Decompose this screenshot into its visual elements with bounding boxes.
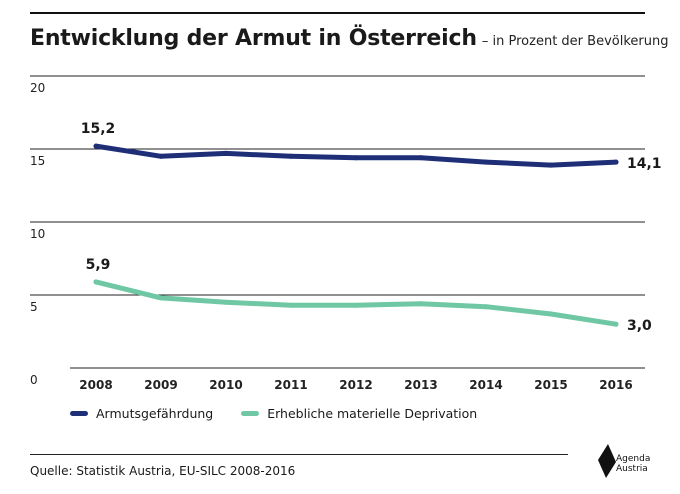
bottom-rule xyxy=(30,454,568,455)
data-point-series-1 xyxy=(93,143,99,149)
logo-mark xyxy=(598,444,616,478)
legend-swatch-series-1 xyxy=(70,411,88,416)
data-point-series-1 xyxy=(483,159,489,165)
data-label-series-2: 5,9 xyxy=(86,257,111,273)
y-tick-label: 20 xyxy=(30,81,45,95)
y-tick-label: 0 xyxy=(30,373,38,387)
data-point-series-2 xyxy=(483,304,489,310)
source-note: Quelle: Statistik Austria, EU-SILC 2008-… xyxy=(30,464,296,478)
data-point-series-2 xyxy=(418,301,424,307)
legend: Armutsgefährdung Erhebliche materielle D… xyxy=(70,406,477,421)
data-point-series-2 xyxy=(613,321,619,327)
data-point-series-1 xyxy=(223,150,229,156)
top-rule xyxy=(30,12,645,14)
data-point-series-2 xyxy=(548,311,554,317)
legend-label-series-2: Erhebliche materielle Deprivation xyxy=(267,406,478,421)
legend-item-deprivation: Erhebliche materielle Deprivation xyxy=(241,406,477,421)
data-label-series-1: 15,2 xyxy=(81,121,116,137)
x-tick-label: 2009 xyxy=(144,378,177,392)
logo-text: Agenda Austria xyxy=(616,454,650,474)
y-tick-label: 10 xyxy=(30,227,45,241)
chart-subtitle: – in Prozent der Bevölkerung xyxy=(481,34,669,49)
x-tick-label: 2008 xyxy=(79,378,112,392)
y-tick-label: 5 xyxy=(30,300,38,314)
data-point-series-1 xyxy=(548,162,554,168)
data-point-series-1 xyxy=(613,159,619,165)
legend-item-armutsgefaehrdung: Armutsgefährdung xyxy=(70,406,213,421)
title-block: Entwicklung der Armut in Österreich – in… xyxy=(30,26,668,51)
logo-line-1: Agenda xyxy=(616,454,651,464)
data-point-series-1 xyxy=(158,153,164,159)
x-tick-label: 2013 xyxy=(404,378,437,392)
chart-title: Entwicklung der Armut in Österreich xyxy=(30,26,477,51)
logo-line-2: Austria xyxy=(616,464,648,474)
data-label-series-2: 3,0 xyxy=(627,318,652,334)
data-point-series-2 xyxy=(223,299,229,305)
x-tick-label: 2010 xyxy=(209,378,242,392)
legend-swatch-series-2 xyxy=(241,411,260,416)
data-label-series-1: 14,1 xyxy=(627,156,662,172)
x-tick-label: 2011 xyxy=(274,378,307,392)
y-tick-label: 15 xyxy=(30,154,45,168)
data-point-series-2 xyxy=(288,302,294,308)
agenda-austria-logo xyxy=(598,444,616,478)
data-point-series-2 xyxy=(93,279,99,285)
data-point-series-1 xyxy=(418,155,424,161)
x-tick-label: 2012 xyxy=(339,378,372,392)
data-point-series-1 xyxy=(353,155,359,161)
x-tick-label: 2015 xyxy=(534,378,567,392)
data-point-series-1 xyxy=(288,153,294,159)
x-tick-label: 2014 xyxy=(469,378,502,392)
x-tick-label: 2016 xyxy=(599,378,632,392)
data-point-series-2 xyxy=(158,295,164,301)
legend-label-series-1: Armutsgefährdung xyxy=(96,406,214,421)
data-point-series-2 xyxy=(353,302,359,308)
